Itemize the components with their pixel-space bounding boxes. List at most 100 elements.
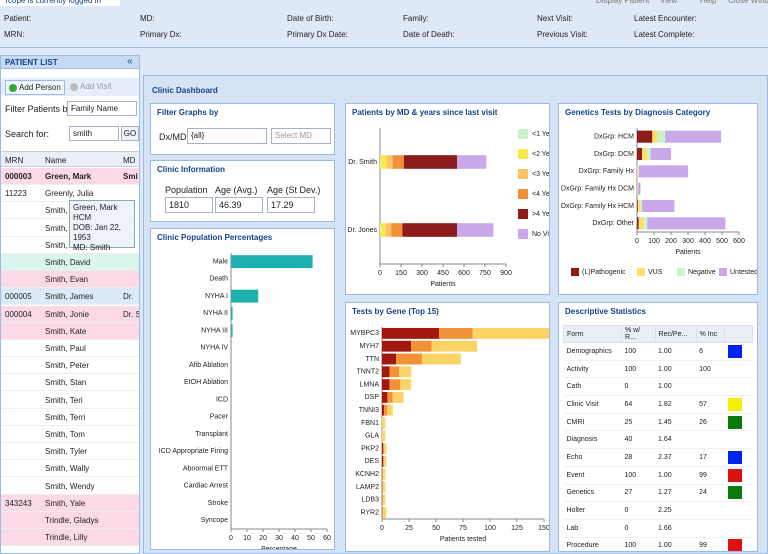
menu-item[interactable]: View	[660, 0, 678, 5]
go-button[interactable]: GO	[121, 126, 139, 141]
y-tick-label: TNNI3	[359, 407, 379, 414]
patient-row[interactable]: 000004 Smith, Jonie Dr. S	[1, 305, 140, 323]
patient-row[interactable]: Smith, Peter	[1, 357, 139, 375]
gene-panel: Tests by Gene (Top 15) 0 25 50 75 100 125 150 Pa…	[345, 302, 550, 552]
genetics-panel: Genetics Tests by Diagnosis Category 0 100…	[558, 103, 758, 295]
bar-segment	[383, 494, 386, 506]
panel-title: Tests by Gene (Top 15)	[352, 307, 439, 316]
legend-swatch	[518, 229, 528, 239]
field-label: Latest Complete:	[634, 30, 695, 39]
bar-segment	[403, 155, 457, 169]
filter-label: Dx/MD:	[159, 132, 189, 142]
cell-name: Smith, Ca	[45, 240, 81, 250]
patient-row[interactable]: Smith, Terri	[1, 408, 139, 426]
table-header: MRN Name MD	[1, 151, 139, 167]
bar-segment	[382, 443, 384, 455]
bar-segment	[657, 130, 666, 143]
field-label: Patient:	[4, 14, 32, 23]
bar-segment	[383, 468, 386, 480]
panel-title: Genetics Tests by Diagnosis Category	[565, 108, 711, 117]
stats-cell: 2.25	[655, 501, 697, 520]
bar-segment	[637, 182, 638, 195]
chart: 0 25 50 75 100 125 150 Patients tested MYBPC3 MYH…	[350, 327, 550, 543]
collapse-button[interactable]: «	[127, 56, 133, 67]
patient-row[interactable]: Trindle, Lilly	[1, 529, 139, 547]
cell-name: Smith, Paul	[45, 344, 86, 353]
stats-cell: 99	[696, 537, 725, 551]
patient-row[interactable]: 000003 Green, Mark Smi	[1, 168, 139, 185]
info-value: 17.29	[267, 197, 315, 213]
y-tick-label: LMNA	[360, 381, 380, 388]
bar-segment	[382, 379, 390, 391]
legend-label: VUS	[648, 269, 663, 276]
bar-segment	[637, 217, 639, 230]
indicator	[727, 344, 742, 358]
menu-item[interactable]: Help	[700, 0, 717, 5]
x-axis-title: Patients	[675, 249, 701, 256]
filter-select[interactable]: Family Name	[67, 101, 137, 116]
bar-segment	[638, 165, 688, 178]
stats-row: Clinic Visit 64 1.82 57	[563, 395, 753, 414]
x-tick-label: 150	[538, 525, 550, 532]
patient-row[interactable]: Smith, Stan	[1, 374, 139, 392]
patient-row[interactable]: Smith, Wally	[1, 460, 139, 478]
bar-segment	[383, 455, 385, 467]
cell-md: Dr. S	[123, 309, 140, 319]
menu-item[interactable]: Display Patient	[596, 0, 650, 5]
patient-row[interactable]: Smith, David	[1, 254, 139, 271]
y-tick-label: PKP2	[361, 445, 379, 452]
bar-segment	[643, 217, 648, 230]
bar-segment	[380, 223, 381, 237]
y-tick-label: Pacer	[210, 414, 229, 421]
stats-cell	[724, 519, 753, 538]
bar-segment	[382, 494, 384, 506]
patient-row[interactable]: 000005 Smith, James Dr.	[1, 288, 139, 306]
stats-cell: 28	[621, 448, 656, 467]
patient-row[interactable]: Smith, Wendy	[1, 477, 139, 495]
bar-segment	[411, 340, 432, 352]
search-input[interactable]: smith	[69, 126, 119, 141]
patient-row[interactable]: Smith, Teri	[1, 391, 139, 409]
patient-row[interactable]: Smith, Tyler	[1, 443, 139, 461]
bar-segment	[382, 404, 385, 416]
dx-select[interactable]: {all}	[187, 128, 267, 144]
bar-segment	[391, 223, 403, 237]
legend-label: >4 Yea	[532, 211, 550, 218]
bar-segment	[382, 340, 412, 352]
y-tick-label: Abnormal ETT	[183, 465, 229, 472]
bar-segment	[637, 199, 638, 213]
legend-swatch	[518, 209, 528, 219]
button-icon	[70, 82, 78, 91]
patient-row[interactable]: Smith, Tom	[1, 426, 139, 443]
patient-row[interactable]: Smith, Kate	[1, 322, 139, 340]
button-label: Add Person	[19, 83, 61, 92]
x-tick-label: 10	[243, 535, 251, 542]
stats-cell: Genetics	[563, 484, 622, 503]
legend-label: Untested	[730, 269, 758, 276]
patient-row[interactable]: Smith, Evan	[1, 271, 139, 289]
add-visit-button[interactable]: Add Visit	[67, 80, 114, 93]
bar-segment	[382, 468, 384, 480]
field-label: Latest Encounter:	[634, 14, 697, 23]
bar-segment	[637, 147, 643, 161]
legend-label: <1 Yea	[532, 131, 550, 138]
patient-row[interactable]: Smith, Paul	[1, 340, 139, 357]
bar-segment	[396, 353, 422, 365]
patient-row[interactable]: Trindle, Gladys	[1, 512, 139, 529]
y-tick-label: ICD Appropriate Firing	[159, 448, 228, 455]
patient-row[interactable]: 343243 Smith, Yale	[1, 494, 139, 512]
stats-cell: 2.37	[655, 448, 697, 467]
add-person-button[interactable]: Add Person	[5, 80, 65, 95]
menu-item[interactable]: Close Windo	[728, 0, 768, 5]
legend-swatch	[719, 268, 727, 276]
md-select[interactable]: Select MD	[271, 128, 331, 144]
bar-segment	[384, 404, 388, 416]
bar-segment	[382, 353, 397, 365]
stats-cell: 100	[621, 360, 656, 379]
stats-cell: Activity	[563, 360, 622, 379]
legend-swatch	[571, 268, 579, 276]
bar-segment	[642, 147, 648, 161]
y-tick-label: DxGrp: Other	[592, 220, 634, 227]
stats-cell: Event	[563, 466, 622, 485]
x-axis-title: Percentage	[261, 546, 297, 550]
